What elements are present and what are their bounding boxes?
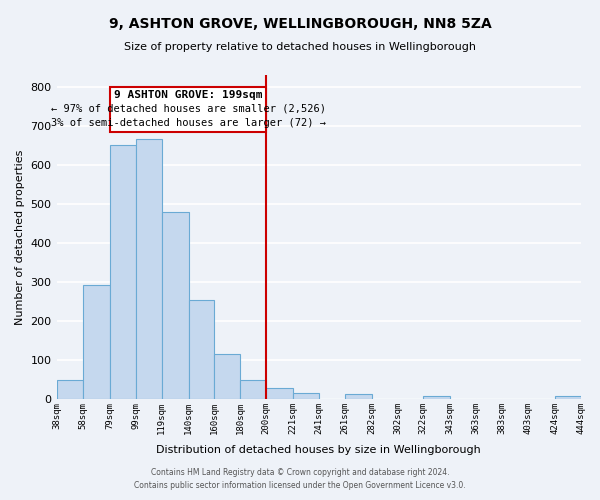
Text: 9, ASHTON GROVE, WELLINGBOROUGH, NN8 5ZA: 9, ASHTON GROVE, WELLINGBOROUGH, NN8 5ZA xyxy=(109,18,491,32)
Bar xyxy=(83,284,110,399)
Text: Contains HM Land Registry data © Crown copyright and database right 2024.
Contai: Contains HM Land Registry data © Crown c… xyxy=(134,468,466,490)
Bar xyxy=(266,388,293,399)
Bar xyxy=(57,380,83,399)
Bar xyxy=(136,140,161,399)
Bar xyxy=(293,392,319,399)
Bar xyxy=(344,394,372,399)
Bar xyxy=(423,396,451,399)
Text: ← 97% of detached houses are smaller (2,526): ← 97% of detached houses are smaller (2,… xyxy=(50,104,326,114)
Bar xyxy=(110,145,136,399)
Text: Size of property relative to detached houses in Wellingborough: Size of property relative to detached ho… xyxy=(124,42,476,52)
X-axis label: Distribution of detached houses by size in Wellingborough: Distribution of detached houses by size … xyxy=(157,445,481,455)
Bar xyxy=(240,380,266,399)
Bar xyxy=(214,354,240,399)
Bar xyxy=(188,300,214,399)
Bar xyxy=(161,212,188,399)
Text: 9 ASHTON GROVE: 199sqm: 9 ASHTON GROVE: 199sqm xyxy=(114,90,262,100)
Bar xyxy=(555,396,581,399)
FancyBboxPatch shape xyxy=(110,86,266,132)
Text: 3% of semi-detached houses are larger (72) →: 3% of semi-detached houses are larger (7… xyxy=(50,118,326,128)
Y-axis label: Number of detached properties: Number of detached properties xyxy=(15,149,25,324)
